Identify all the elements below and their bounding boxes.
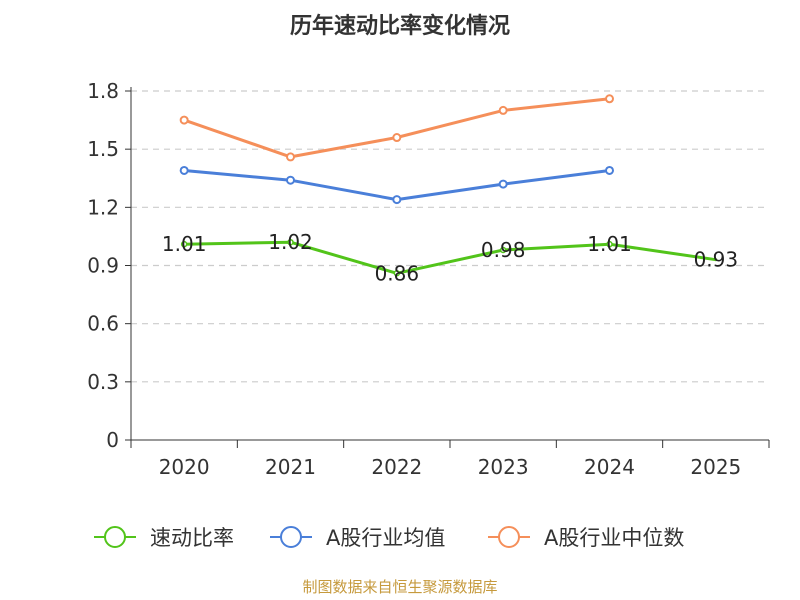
legend-marker (498, 526, 520, 548)
data-point (179, 115, 189, 125)
data-point (180, 240, 188, 248)
data-point (605, 94, 614, 104)
legend-marker (104, 526, 126, 548)
series-line (182, 240, 718, 275)
y-tick-label: 0.9 (87, 254, 119, 278)
data-point (499, 246, 507, 254)
data-point (392, 133, 402, 143)
y-tick-label: 1.2 (87, 195, 119, 219)
legend-item[interactable]: A股行业中位数 (488, 526, 684, 550)
data-point (392, 195, 402, 205)
y-tick-label: 1.8 (87, 79, 119, 103)
legend-label: A股行业中位数 (544, 526, 684, 550)
x-tick-label: 2025 (690, 455, 741, 479)
data-label: 0.93 (694, 248, 739, 272)
legend-marker (280, 526, 302, 548)
source-note: 制图数据来自恒生聚源数据库 (302, 578, 498, 596)
legend-label: A股行业均值 (326, 526, 445, 550)
data-point (287, 238, 294, 246)
y-tick-label: 1.5 (87, 137, 119, 161)
x-tick-label: 2023 (478, 455, 529, 479)
data-point (286, 175, 295, 185)
x-tick-label: 2021 (265, 455, 316, 479)
x-tick-label: 2024 (584, 455, 635, 479)
legend-item[interactable]: 速动比率 (94, 526, 234, 550)
data-point (498, 179, 508, 189)
data-point (179, 165, 189, 175)
y-tick-label: 0.6 (87, 312, 119, 336)
legend-item[interactable]: A股行业均值 (270, 526, 445, 550)
data-point (393, 270, 401, 277)
data-point (286, 152, 295, 162)
x-tick-label: 2022 (371, 455, 422, 479)
x-tick-label: 2020 (159, 455, 210, 479)
y-tick-label: 0.3 (87, 370, 119, 394)
chart-title: 历年速动比率变化情况 (290, 13, 510, 39)
data-point (606, 240, 613, 248)
data-label: 0.86 (375, 261, 420, 285)
data-label: 1.02 (268, 230, 313, 254)
series-line (182, 97, 611, 159)
data-label: 0.98 (481, 238, 526, 262)
data-point (605, 165, 614, 175)
data-label: 1.01 (587, 232, 632, 256)
y-tick-label: 0 (106, 428, 119, 452)
data-point (498, 105, 508, 115)
data-label: 1.01 (162, 232, 207, 256)
legend-label: 速动比率 (150, 526, 234, 550)
